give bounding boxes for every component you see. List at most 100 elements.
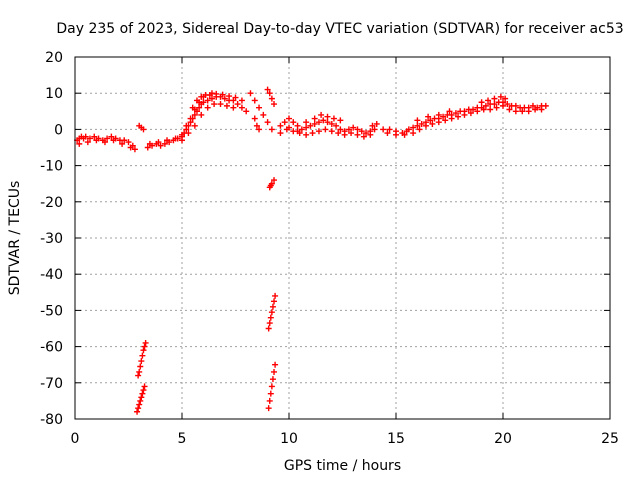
data-point: [348, 130, 355, 137]
data-point: [502, 95, 509, 102]
data-point: [189, 104, 196, 111]
data-point: [268, 180, 275, 187]
y-tick-label: -20: [40, 195, 63, 211]
data-point: [324, 113, 331, 120]
data-point: [427, 117, 434, 124]
y-tick-label: -70: [40, 376, 63, 392]
data-point: [104, 135, 111, 142]
data-point: [264, 86, 271, 93]
data-point: [121, 137, 128, 144]
data-point: [290, 119, 297, 126]
data-point: [125, 139, 132, 146]
data-point: [268, 95, 275, 102]
series-fragment-3h-lower: [134, 383, 148, 415]
data-point: [354, 131, 361, 138]
data-point: [266, 90, 273, 97]
data-point: [337, 126, 344, 133]
data-point: [448, 115, 455, 122]
data-point: [271, 101, 278, 108]
data-point: [142, 339, 149, 346]
data-point: [134, 408, 141, 415]
data-point: [512, 102, 519, 109]
data-point: [161, 140, 168, 147]
data-point: [271, 177, 278, 184]
data-point: [429, 120, 436, 127]
data-point: [226, 93, 233, 100]
data-point: [367, 131, 374, 138]
data-point: [136, 368, 143, 375]
data-point: [101, 139, 108, 146]
data-point: [286, 124, 292, 131]
data-point: [416, 126, 423, 133]
data-point: [330, 115, 337, 122]
data-point: [179, 131, 185, 138]
data-point: [179, 137, 185, 144]
data-point: [272, 361, 279, 368]
data-point: [315, 119, 322, 126]
data-point: [217, 101, 224, 108]
data-point: [172, 135, 179, 142]
data-point: [247, 90, 254, 97]
data-point: [253, 122, 260, 129]
data-point: [474, 108, 481, 115]
data-point: [435, 119, 442, 126]
data-point: [371, 126, 378, 133]
data-point: [337, 117, 344, 124]
data-point: [467, 110, 474, 117]
data-point: [303, 131, 310, 138]
series-fragment-3h-upper: [135, 339, 149, 379]
data-point: [93, 137, 100, 144]
data-point: [185, 130, 192, 137]
x-tick-label: 10: [280, 431, 298, 447]
data-point: [221, 95, 228, 102]
data-point: [341, 131, 348, 138]
data-point: [277, 130, 284, 137]
data-point: [127, 144, 134, 151]
y-tick-label: 0: [54, 122, 63, 138]
data-point: [350, 124, 357, 131]
data-point: [333, 122, 340, 129]
data-point: [198, 111, 205, 118]
data-point: [211, 101, 218, 108]
data-point: [141, 383, 148, 390]
data-point: [223, 102, 230, 109]
data-point: [328, 128, 335, 135]
data-point: [256, 104, 263, 111]
series-fragment-9h-minus15: [266, 177, 278, 191]
data-point: [446, 108, 453, 115]
data-point: [144, 144, 151, 151]
data-point: [208, 90, 215, 97]
data-point: [260, 111, 267, 118]
data-point: [135, 372, 142, 379]
data-point: [360, 133, 367, 140]
series-main-trace: [74, 86, 549, 153]
data-point: [191, 111, 198, 118]
data-point: [384, 130, 391, 137]
data-point: [538, 106, 545, 113]
data-point: [204, 104, 211, 111]
data-point: [213, 90, 220, 97]
data-point: [266, 320, 273, 327]
data-point: [208, 95, 215, 102]
data-point: [386, 126, 393, 133]
data-point: [146, 140, 153, 147]
data-point: [497, 93, 504, 100]
data-point: [108, 133, 115, 140]
x-tick-label: 25: [601, 431, 619, 447]
data-point: [271, 298, 278, 305]
data-point: [256, 126, 263, 133]
data-point: [204, 97, 211, 104]
data-point: [393, 131, 399, 138]
data-point: [267, 314, 274, 321]
data-point: [373, 120, 380, 127]
data-point: [219, 91, 226, 98]
series-fragment-9h-lower: [265, 361, 279, 412]
x-tick-label: 5: [178, 431, 187, 447]
data-point: [418, 120, 425, 127]
data-point: [369, 122, 376, 129]
data-point: [354, 126, 361, 133]
data-point: [230, 104, 237, 111]
data-point: [267, 390, 274, 397]
x-tick-label: 0: [71, 431, 80, 447]
data-point: [183, 122, 190, 129]
